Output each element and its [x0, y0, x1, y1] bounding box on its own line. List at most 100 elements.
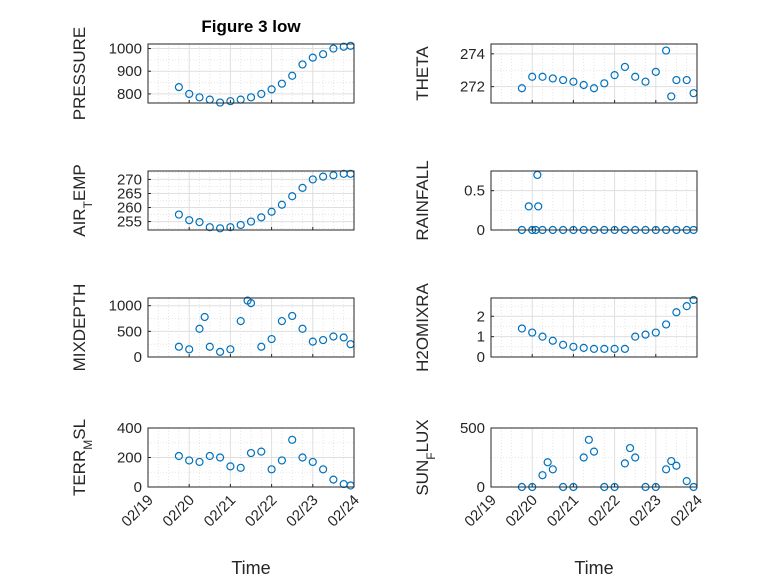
data-point — [257, 342, 266, 351]
y-tick-label: 0 — [477, 479, 485, 496]
data-point — [308, 457, 317, 467]
y-axis-label-main: PRESSURE — [70, 27, 89, 121]
data-point — [267, 334, 276, 344]
data-point — [534, 202, 543, 211]
data-point — [246, 217, 256, 226]
y-tick-label: 274 — [460, 46, 485, 63]
data-point — [569, 342, 578, 351]
data-point — [620, 344, 630, 353]
y-tick-label: 0 — [477, 222, 485, 239]
data-point — [246, 299, 256, 308]
data-point — [569, 77, 578, 86]
y-axis-label-suffix: EMP — [70, 164, 89, 201]
data-point — [277, 79, 286, 88]
data-point — [558, 75, 568, 85]
data-point — [226, 223, 235, 232]
y-tick-label: 2 — [477, 308, 485, 325]
y-tick-label: 265 — [117, 185, 142, 202]
data-point — [236, 316, 245, 326]
axes-box — [147, 43, 355, 104]
data-point — [226, 462, 235, 471]
y-tick-label: 255 — [117, 214, 142, 231]
data-point — [216, 347, 225, 356]
data-point — [185, 345, 194, 354]
axes-box — [490, 297, 698, 358]
y-axis-label: PRESSURE — [70, 27, 89, 121]
data-point — [205, 451, 214, 461]
data-point — [308, 175, 317, 184]
data-point — [667, 456, 676, 466]
plot-area — [491, 44, 697, 103]
data-point — [246, 448, 256, 458]
plot-area — [491, 171, 697, 230]
data-point — [185, 216, 194, 225]
y-axis-label-main: RAINFALL — [413, 160, 432, 240]
y-axis-label: SUNFLUX — [413, 419, 438, 495]
data-point — [543, 458, 552, 467]
y-tick-label: 0.5 — [464, 183, 485, 200]
y-axis-label-main: TERR — [70, 450, 89, 496]
data-point — [620, 62, 630, 72]
y-axis-label: TERRMSL — [70, 419, 95, 496]
data-point — [308, 53, 317, 62]
y-axis-label-main: MIXDEPTH — [70, 284, 89, 372]
y-tick-label: 272 — [460, 79, 485, 96]
data-point — [329, 44, 338, 53]
data-point — [174, 210, 183, 219]
data-point — [538, 72, 547, 81]
y-axis-label-subscript: M — [81, 440, 95, 450]
y-axis-label-main: AIR — [70, 208, 89, 236]
data-point — [277, 456, 286, 465]
data-point — [584, 435, 593, 444]
data-point — [195, 93, 204, 102]
data-point — [600, 79, 609, 88]
data-point — [185, 89, 194, 99]
data-point — [517, 84, 527, 93]
data-point — [267, 207, 276, 216]
axes-box — [490, 427, 698, 488]
y-axis-label-subscript: T — [81, 200, 95, 208]
y-axis-label-main: THETA — [413, 46, 432, 101]
y-axis-label-main: SUN — [413, 460, 432, 496]
data-point — [682, 477, 691, 486]
data-point — [589, 84, 599, 93]
data-point — [174, 342, 183, 351]
data-point — [195, 324, 204, 333]
data-point — [195, 218, 204, 227]
y-axis-label-suffix: LUX — [413, 419, 432, 452]
data-point — [631, 332, 640, 341]
data-point — [625, 443, 635, 453]
y-tick-label: 1000 — [109, 298, 142, 315]
y-axis-label: THETA — [413, 46, 432, 101]
data-point — [528, 72, 537, 81]
data-point — [277, 316, 286, 326]
data-point — [288, 192, 297, 201]
data-point — [651, 328, 660, 337]
y-axis-label: AIRTEMP — [70, 164, 95, 237]
y-axis-label-main: H2OMIXRA — [413, 282, 432, 371]
data-point — [548, 336, 557, 345]
y-tick-label: 800 — [117, 86, 142, 103]
data-point — [298, 60, 307, 69]
data-point — [558, 340, 568, 349]
data-point — [288, 71, 297, 80]
data-point — [579, 80, 588, 90]
data-point — [667, 92, 676, 101]
data-point — [257, 213, 266, 222]
axes-box — [490, 43, 698, 104]
y-tick-label: 0 — [477, 349, 485, 366]
data-point — [288, 435, 297, 444]
y-axis-label: MIXDEPTH — [70, 284, 89, 372]
data-point — [174, 451, 183, 461]
subplot-5: 0 500 1000 MIXDEPTH — [70, 284, 355, 372]
data-point — [661, 465, 671, 474]
data-point — [288, 311, 297, 321]
data-point — [319, 335, 328, 345]
data-point — [246, 93, 256, 102]
data-point — [538, 471, 547, 480]
data-point — [548, 74, 557, 83]
data-point — [600, 344, 609, 353]
data-point — [298, 324, 307, 333]
x-axis-label: Time — [574, 558, 613, 578]
